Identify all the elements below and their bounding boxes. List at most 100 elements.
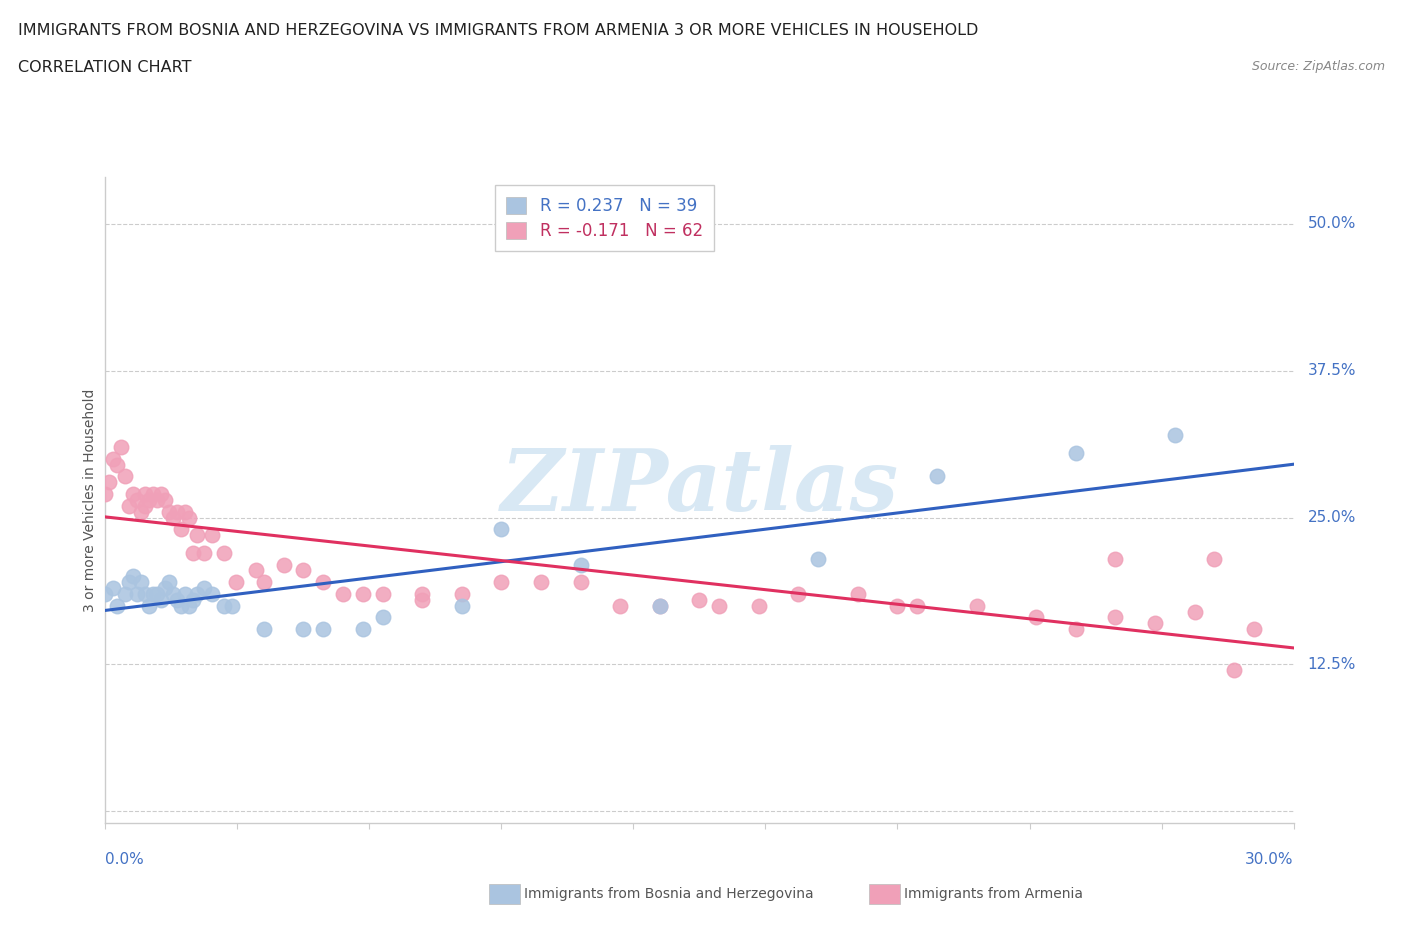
Point [134,498,156,513]
Text: 50.0%: 50.0% [1308,216,1357,232]
Point [1204,551,1226,566]
Point [105,458,128,472]
Point [129,504,152,519]
Point [1064,445,1087,460]
Point [157,575,180,590]
Point [94,486,117,501]
Point [166,504,188,519]
Point [352,587,374,602]
Point [214,545,236,560]
Point [157,504,180,519]
Point [149,592,172,607]
Point [1184,604,1206,619]
Point [110,440,132,455]
Point [411,592,433,607]
Text: CORRELATION CHART: CORRELATION CHART [18,60,191,75]
Point [193,545,215,560]
Point [193,580,215,595]
Point [122,569,145,584]
Point [118,498,141,513]
Point [103,580,125,595]
Point [181,545,204,560]
Point [1104,551,1126,566]
Point [162,510,184,525]
Point [332,587,354,602]
Text: ZIPatlas: ZIPatlas [501,445,898,528]
Point [905,598,928,613]
Point [186,527,208,542]
Point [966,598,988,613]
Text: 12.5%: 12.5% [1308,657,1357,671]
Point [134,587,156,602]
Point [127,587,149,602]
Point [153,580,176,595]
Text: 30.0%: 30.0% [1246,852,1294,867]
Text: Source: ZipAtlas.com: Source: ZipAtlas.com [1251,60,1385,73]
Point [530,575,553,590]
Point [709,598,731,613]
Point [1104,610,1126,625]
Point [450,598,472,613]
Point [886,598,908,613]
Text: 0.0%: 0.0% [105,852,145,867]
Point [98,475,121,490]
Point [94,587,117,602]
Point [748,598,770,613]
Text: IMMIGRANTS FROM BOSNIA AND HERZEGOVINA VS IMMIGRANTS FROM ARMENIA 3 OR MORE VEHI: IMMIGRANTS FROM BOSNIA AND HERZEGOVINA V… [18,23,979,38]
Point [201,527,224,542]
Point [411,587,433,602]
Point [569,557,592,572]
Point [273,557,295,572]
Point [253,622,276,637]
Point [253,575,276,590]
Text: 37.5%: 37.5% [1308,363,1357,379]
Point [491,575,513,590]
Point [118,575,141,590]
Point [134,486,156,501]
Point [352,622,374,637]
Point [371,587,394,602]
Text: Immigrants from Armenia: Immigrants from Armenia [904,886,1083,901]
Point [569,575,592,590]
Point [177,598,200,613]
Point [312,622,335,637]
Point [181,592,204,607]
Point [214,598,236,613]
Point [170,598,193,613]
Point [138,598,160,613]
Point [138,493,160,508]
Point [186,587,208,602]
Point [648,598,671,613]
Point [114,587,136,602]
Point [245,563,267,578]
Point [103,451,125,466]
Point [491,522,513,537]
Point [127,493,149,508]
Point [609,598,631,613]
Point [312,575,335,590]
Point [114,469,136,484]
Point [142,587,165,602]
Point [925,469,948,484]
Point [807,551,830,566]
Text: Immigrants from Bosnia and Herzegovina: Immigrants from Bosnia and Herzegovina [524,886,814,901]
Text: 25.0%: 25.0% [1308,510,1357,525]
Point [648,598,671,613]
Legend: R = 0.237   N = 39, R = -0.171   N = 62: R = 0.237 N = 39, R = -0.171 N = 62 [495,185,714,251]
Point [173,587,195,602]
Point [173,504,195,519]
Point [149,486,172,501]
Point [371,610,394,625]
Point [162,587,184,602]
Y-axis label: 3 or more Vehicles in Household: 3 or more Vehicles in Household [83,388,97,612]
Point [292,622,315,637]
Point [1025,610,1047,625]
Point [1243,622,1265,637]
Point [146,587,169,602]
Point [1064,622,1087,637]
Point [292,563,315,578]
Point [153,493,176,508]
Point [201,587,224,602]
Point [146,493,169,508]
Point [142,486,165,501]
